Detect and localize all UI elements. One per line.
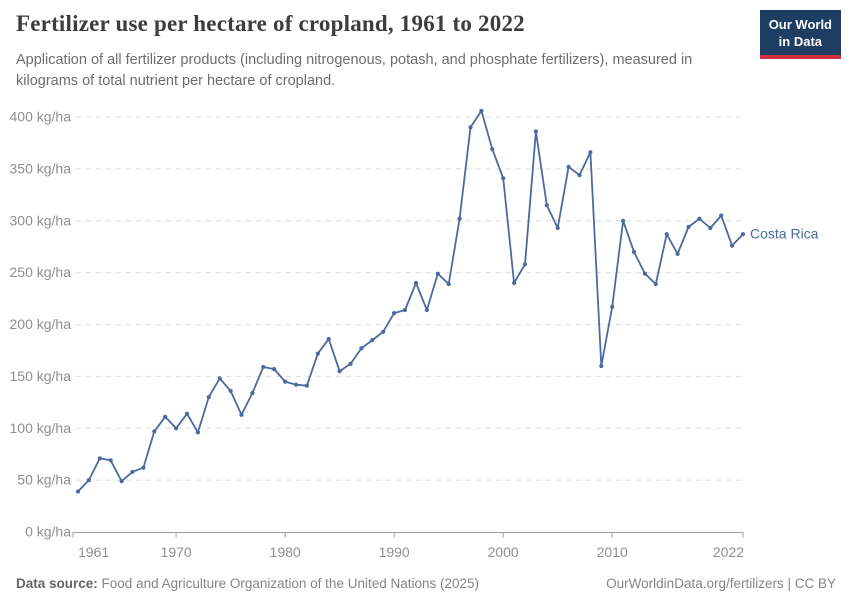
data-point[interactable] [119, 479, 124, 484]
attribution-link[interactable]: OurWorldinData.org/fertilizers | CC BY [606, 576, 836, 591]
data-point[interactable] [174, 426, 179, 431]
x-axis-tick-label: 1961 [78, 544, 109, 560]
data-point[interactable] [402, 307, 408, 313]
data-point[interactable] [719, 213, 724, 218]
x-axis-tick-label: 1980 [270, 544, 301, 560]
data-point[interactable] [272, 367, 277, 372]
y-axis-tick-label: 50 kg/ha [17, 472, 71, 488]
x-axis-tick-label: 2000 [488, 544, 519, 560]
data-point[interactable] [653, 281, 658, 287]
data-point[interactable] [239, 412, 244, 417]
data-point[interactable] [228, 388, 233, 393]
data-point[interactable] [457, 216, 462, 221]
y-axis-tick-label: 300 kg/ha [10, 212, 72, 228]
data-point[interactable] [326, 336, 331, 342]
data-point[interactable] [424, 307, 429, 313]
data-point[interactable] [217, 376, 222, 381]
y-axis-tick-label: 150 kg/ha [10, 368, 72, 384]
data-point[interactable] [522, 262, 528, 267]
x-axis-tick-label: 2010 [597, 544, 628, 560]
data-point[interactable] [315, 351, 320, 356]
data-point[interactable] [566, 164, 571, 169]
data-point[interactable] [381, 329, 386, 334]
data-point[interactable] [740, 232, 746, 237]
data-point[interactable] [697, 216, 702, 221]
data-point[interactable] [511, 280, 517, 286]
y-axis-tick-label: 200 kg/ha [10, 316, 72, 332]
data-point[interactable] [577, 173, 582, 178]
chart-subtitle: Application of all fertilizer products (… [16, 52, 693, 90]
data-point[interactable] [359, 346, 364, 351]
data-point[interactable] [631, 249, 637, 254]
data-source: Data source: Food and Agriculture Organi… [16, 576, 479, 591]
x-axis-tick-label: 2022 [713, 544, 744, 560]
series-label: Costa Rica [750, 226, 819, 242]
data-point[interactable] [152, 429, 157, 434]
data-point[interactable] [108, 458, 113, 463]
y-axis-tick-label: 350 kg/ha [10, 160, 72, 176]
data-point[interactable] [250, 390, 255, 396]
data-point[interactable] [141, 465, 146, 470]
data-point[interactable] [501, 176, 506, 181]
data-point[interactable] [468, 125, 473, 130]
owid-logo-line2: in Data [778, 33, 823, 49]
data-point[interactable] [479, 108, 484, 113]
data-point[interactable] [686, 224, 691, 230]
data-point[interactable] [261, 364, 266, 370]
owid-logo[interactable]: Our World in Data [759, 10, 841, 60]
page-title: Fertilizer use per hectare of cropland, … [16, 11, 525, 36]
data-line-costa-rica[interactable] [77, 109, 744, 493]
data-point[interactable] [490, 147, 495, 152]
data-point[interactable] [348, 361, 353, 366]
data-point[interactable] [446, 281, 451, 287]
data-point[interactable] [708, 225, 713, 231]
data-point[interactable] [642, 271, 648, 276]
data-source-value: Food and Agriculture Organization of the… [101, 576, 480, 591]
data-point[interactable] [130, 469, 135, 474]
data-point[interactable] [610, 304, 615, 309]
data-point[interactable] [435, 271, 440, 276]
chart-footer: Data source: Food and Agriculture Organi… [16, 576, 836, 591]
y-axis-tick-label: 250 kg/ha [10, 264, 72, 280]
data-point[interactable] [184, 411, 190, 416]
data-point[interactable] [544, 203, 549, 208]
data-point[interactable] [413, 280, 419, 286]
x-axis-tick-label: 1990 [379, 544, 410, 560]
data-point[interactable] [370, 338, 375, 343]
data-point[interactable] [675, 251, 680, 256]
data-point[interactable] [588, 150, 593, 155]
data-point[interactable] [533, 129, 539, 134]
data-point[interactable] [75, 489, 81, 494]
data-point[interactable] [664, 232, 669, 237]
data-point[interactable] [293, 382, 299, 387]
data-point[interactable] [163, 414, 168, 419]
data-point[interactable] [97, 456, 102, 461]
data-point[interactable] [599, 363, 604, 369]
y-axis-tick-label: 0 kg/ha [25, 524, 71, 540]
data-point[interactable] [337, 369, 342, 374]
data-point[interactable] [195, 430, 200, 435]
data-source-label: Data source: [16, 576, 98, 591]
data-point[interactable] [283, 379, 288, 384]
y-axis-tick-label: 100 kg/ha [10, 420, 72, 436]
y-axis-tick-label: 400 kg/ha [10, 109, 72, 125]
owid-logo-line1: Our World [768, 17, 832, 32]
data-point[interactable] [621, 218, 626, 223]
data-point[interactable] [86, 478, 91, 483]
data-point[interactable] [555, 225, 560, 231]
data-point[interactable] [730, 243, 735, 248]
data-point[interactable] [392, 311, 397, 316]
data-point[interactable] [304, 383, 309, 388]
x-axis-tick-label: 1970 [161, 544, 192, 560]
data-point[interactable] [206, 395, 211, 400]
